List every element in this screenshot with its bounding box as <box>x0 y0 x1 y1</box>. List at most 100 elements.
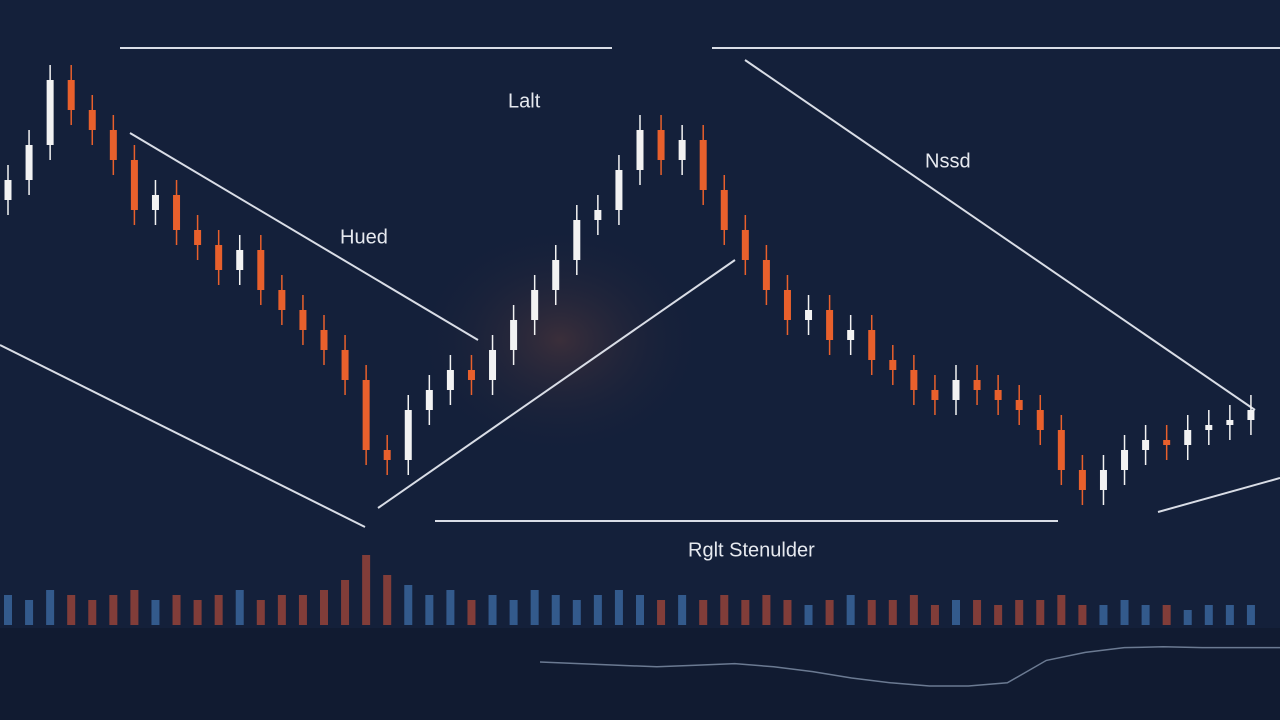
volume-bar <box>109 595 118 625</box>
candle-body <box>847 330 855 340</box>
candle-body <box>889 360 897 370</box>
candle-body <box>720 190 728 230</box>
volume-bar <box>67 595 76 625</box>
candle-body <box>215 245 223 270</box>
candle-body <box>931 390 939 400</box>
annotation: Nssd <box>925 150 971 172</box>
volume-bar <box>614 590 623 625</box>
candle-body <box>573 220 581 260</box>
candle-body <box>678 140 686 160</box>
trend-line <box>377 259 736 509</box>
volume-bar <box>151 600 160 625</box>
volume-bar <box>825 600 834 625</box>
volume-bar <box>298 595 307 625</box>
volume-bar <box>277 595 286 625</box>
volume-bar <box>804 605 813 625</box>
volume-bar <box>909 595 918 625</box>
volume-bar <box>1204 605 1213 625</box>
candle-body <box>1121 450 1129 470</box>
candle-body <box>4 180 12 200</box>
candle-body <box>636 130 644 170</box>
candle-body <box>510 320 518 350</box>
candle-body <box>151 195 159 210</box>
candle-body <box>1205 425 1213 430</box>
annotation: Rglt Stenulder <box>688 539 815 561</box>
volume-bar <box>551 595 560 625</box>
candle-body <box>341 350 349 380</box>
candle-body <box>489 350 497 380</box>
candle-body <box>994 390 1002 400</box>
volume-bar <box>256 600 265 625</box>
volume-bar <box>1099 605 1108 625</box>
trend-line <box>1157 477 1280 513</box>
candle-body <box>88 110 96 130</box>
volume-bar <box>488 595 497 625</box>
candle-body <box>25 145 33 180</box>
candle-body <box>552 260 560 290</box>
volume-bar <box>846 595 855 625</box>
candle-body <box>257 250 265 290</box>
candle-body <box>1226 420 1234 425</box>
volume-bar <box>1162 605 1171 625</box>
candle-body <box>1247 410 1255 420</box>
volume-bar <box>467 600 476 625</box>
volume-bar <box>530 590 539 625</box>
candle-body <box>594 210 602 220</box>
volume-bar <box>214 595 223 625</box>
glow <box>410 220 710 460</box>
candle-body <box>1057 430 1065 470</box>
volume-bar <box>636 595 644 625</box>
volume-bar <box>994 605 1003 625</box>
candle-body <box>699 140 707 190</box>
indicator-line <box>539 646 1280 687</box>
volume-bar <box>867 600 876 625</box>
volume-bar <box>678 595 687 625</box>
candle-body <box>868 330 876 360</box>
candle-body <box>425 390 433 410</box>
volume-bar <box>1078 605 1087 625</box>
candle-body <box>1142 440 1150 450</box>
volume-bar <box>930 605 939 625</box>
candle-body <box>467 370 475 380</box>
volume-bar <box>25 600 34 625</box>
candle-body <box>1099 470 1107 490</box>
candle-body <box>194 230 202 245</box>
candle-body <box>278 290 286 310</box>
volume-bar <box>446 590 455 625</box>
trend-line <box>129 132 479 341</box>
volume-bar <box>593 595 602 625</box>
candle-body <box>910 370 918 390</box>
candle-body <box>952 380 960 400</box>
candle-body <box>1078 470 1086 490</box>
candle-body <box>46 80 54 145</box>
volume-bar <box>888 600 897 625</box>
volume-bar <box>1036 600 1045 625</box>
candle-body <box>762 260 770 290</box>
volume-bar <box>404 585 413 625</box>
volume-bar <box>46 590 55 625</box>
indicator-panel <box>0 628 1280 720</box>
volume-bar <box>1057 595 1066 625</box>
annotation: Lalt <box>508 90 541 112</box>
candle-body <box>404 410 412 460</box>
volume-bar <box>193 600 202 625</box>
candle-body <box>446 370 454 390</box>
candle-body <box>657 130 665 160</box>
volume-bar <box>762 595 771 625</box>
volume-bar <box>1015 600 1024 625</box>
candle-body <box>67 80 75 110</box>
pattern-lines <box>0 47 1280 528</box>
candle-body <box>531 290 539 320</box>
trend-line <box>744 59 1256 411</box>
candle-body <box>615 170 623 210</box>
candle-body <box>130 160 138 210</box>
volume-bar <box>1225 605 1234 625</box>
candle-body <box>299 310 307 330</box>
candle-body <box>1184 430 1192 445</box>
volume-bar <box>973 600 982 625</box>
volume-bar <box>720 595 729 625</box>
candle-body <box>1036 410 1044 430</box>
volume-bar <box>425 595 434 625</box>
